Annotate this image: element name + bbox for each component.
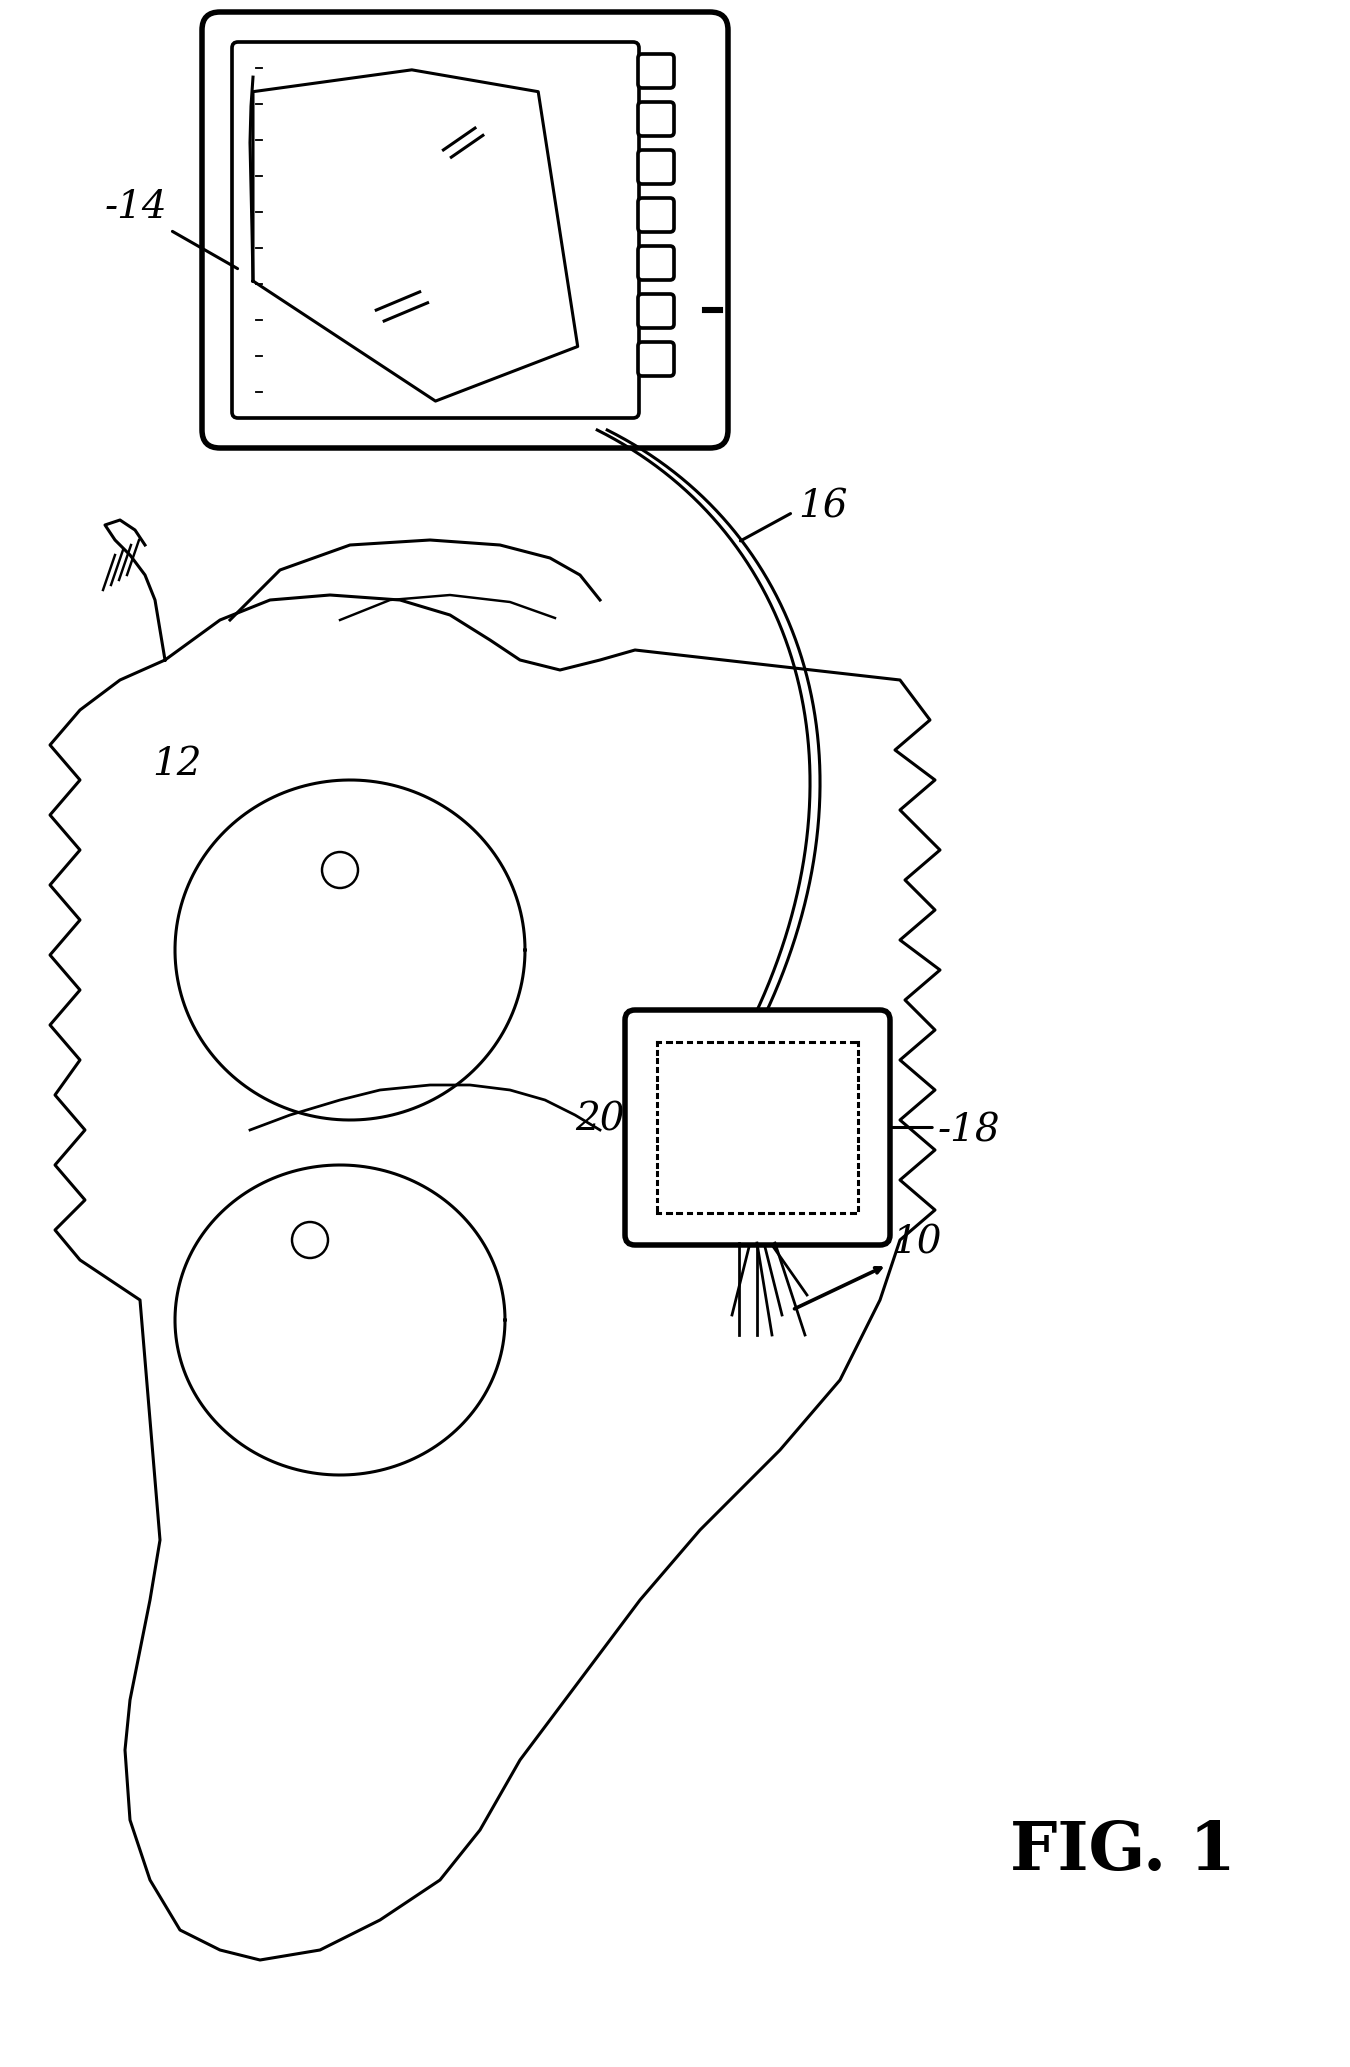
Text: -18: -18	[938, 1112, 1000, 1149]
FancyBboxPatch shape	[639, 294, 674, 329]
Text: 16: 16	[798, 488, 848, 525]
FancyBboxPatch shape	[639, 246, 674, 279]
FancyBboxPatch shape	[639, 151, 674, 184]
FancyBboxPatch shape	[232, 41, 639, 418]
FancyBboxPatch shape	[639, 341, 674, 376]
FancyBboxPatch shape	[639, 54, 674, 89]
Text: FIG. 1: FIG. 1	[1010, 1819, 1235, 1883]
Text: -14: -14	[105, 188, 167, 225]
Text: 20: 20	[575, 1102, 625, 1139]
Text: 12: 12	[153, 746, 201, 783]
FancyBboxPatch shape	[202, 12, 728, 449]
Text: 10: 10	[892, 1224, 941, 1261]
FancyBboxPatch shape	[639, 101, 674, 136]
FancyBboxPatch shape	[625, 1011, 890, 1244]
FancyBboxPatch shape	[639, 198, 674, 232]
